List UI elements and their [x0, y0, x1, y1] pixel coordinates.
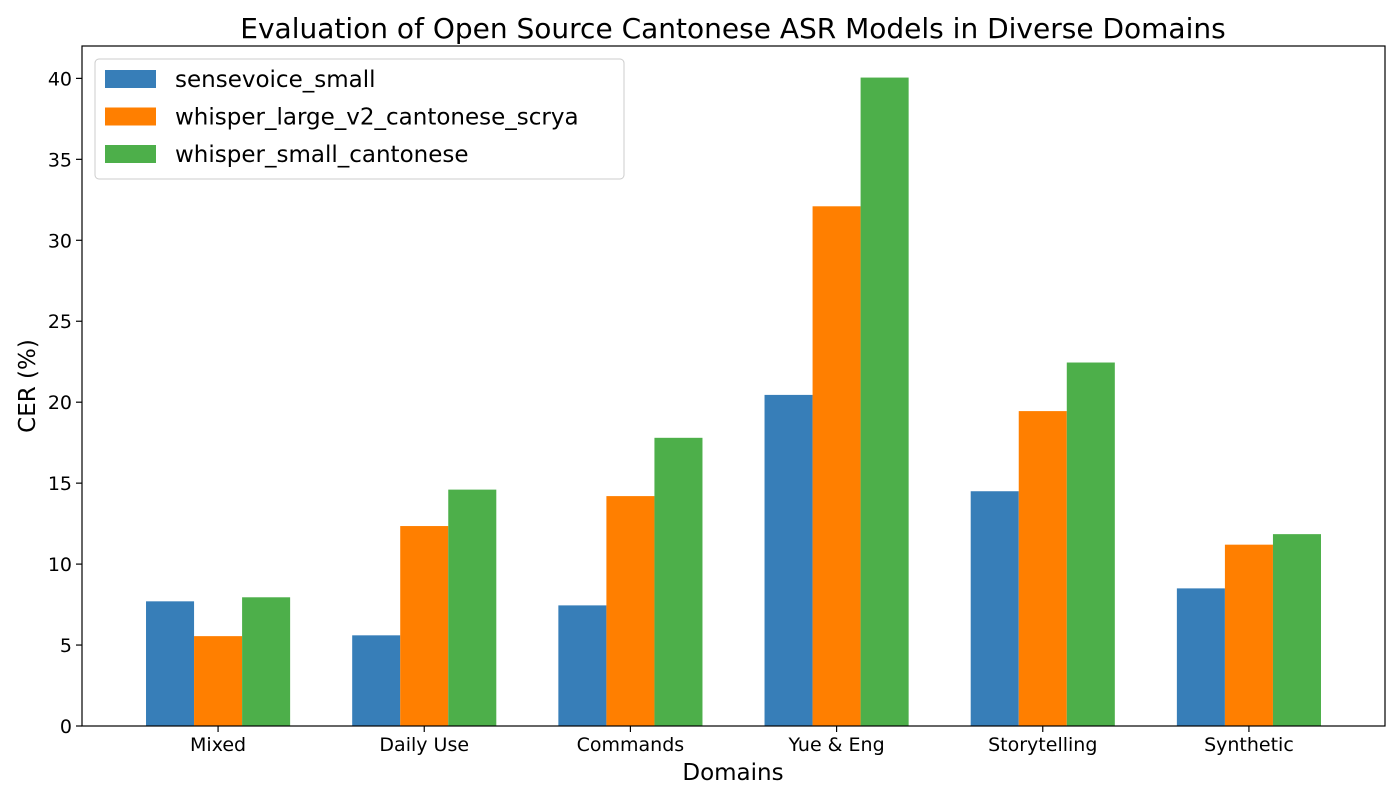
y-tick-label: 20 [48, 392, 72, 414]
y-tick-label: 5 [60, 635, 72, 657]
bar [606, 496, 655, 726]
y-tick-label: 15 [48, 473, 72, 495]
y-tick-label: 10 [48, 554, 72, 576]
bar [400, 526, 449, 726]
bar [1224, 544, 1273, 726]
x-tick-label: Storytelling [988, 734, 1097, 756]
legend: sensevoice_small whisper_large_v2_cantone… [94, 58, 625, 180]
bar [1018, 411, 1067, 726]
bar [352, 635, 401, 726]
y-axis-label: CER (%) [15, 339, 41, 433]
y-tick-label: 30 [48, 230, 72, 252]
bar [654, 437, 703, 726]
axes-layer: 0 5 10 15 20 25 30 35 40 Mixed Daily Use Commands Yu… [48, 45, 1386, 756]
x-axis-label: Domains [682, 760, 783, 786]
y-tick-label: 35 [48, 149, 72, 171]
y-tick-label: 25 [48, 311, 72, 333]
bar [242, 597, 291, 726]
x-tick-label: Daily Use [379, 734, 469, 756]
legend-swatch [105, 145, 156, 163]
bar [1272, 534, 1321, 726]
bar [1066, 362, 1115, 726]
bar [194, 636, 243, 726]
plot-frame [81, 45, 1386, 727]
x-tick-label: Mixed [190, 734, 246, 756]
legend-label: sensevoice_small [175, 67, 375, 93]
bar [860, 77, 909, 726]
x-tick-label: Yue & Eng [787, 734, 884, 756]
bar [1176, 588, 1225, 726]
bar [146, 601, 195, 726]
y-tick-label: 40 [48, 68, 72, 90]
bars-layer [146, 77, 1321, 727]
bar [970, 491, 1019, 726]
legend-swatch [105, 70, 156, 88]
bar [764, 394, 813, 726]
legend-box [94, 58, 625, 180]
bar [558, 605, 607, 726]
legend-label: whisper_small_cantonese [175, 142, 469, 168]
y-tick-label: 0 [60, 716, 72, 738]
x-tick-label: Commands [577, 734, 685, 756]
chart-title: Evaluation of Open Source Cantonese ASR … [240, 12, 1225, 45]
bar [448, 489, 497, 726]
legend-label: whisper_large_v2_cantonese_scrya [175, 105, 579, 131]
bar [812, 206, 861, 727]
x-tick-label: Synthetic [1204, 734, 1294, 756]
legend-swatch [105, 107, 156, 126]
